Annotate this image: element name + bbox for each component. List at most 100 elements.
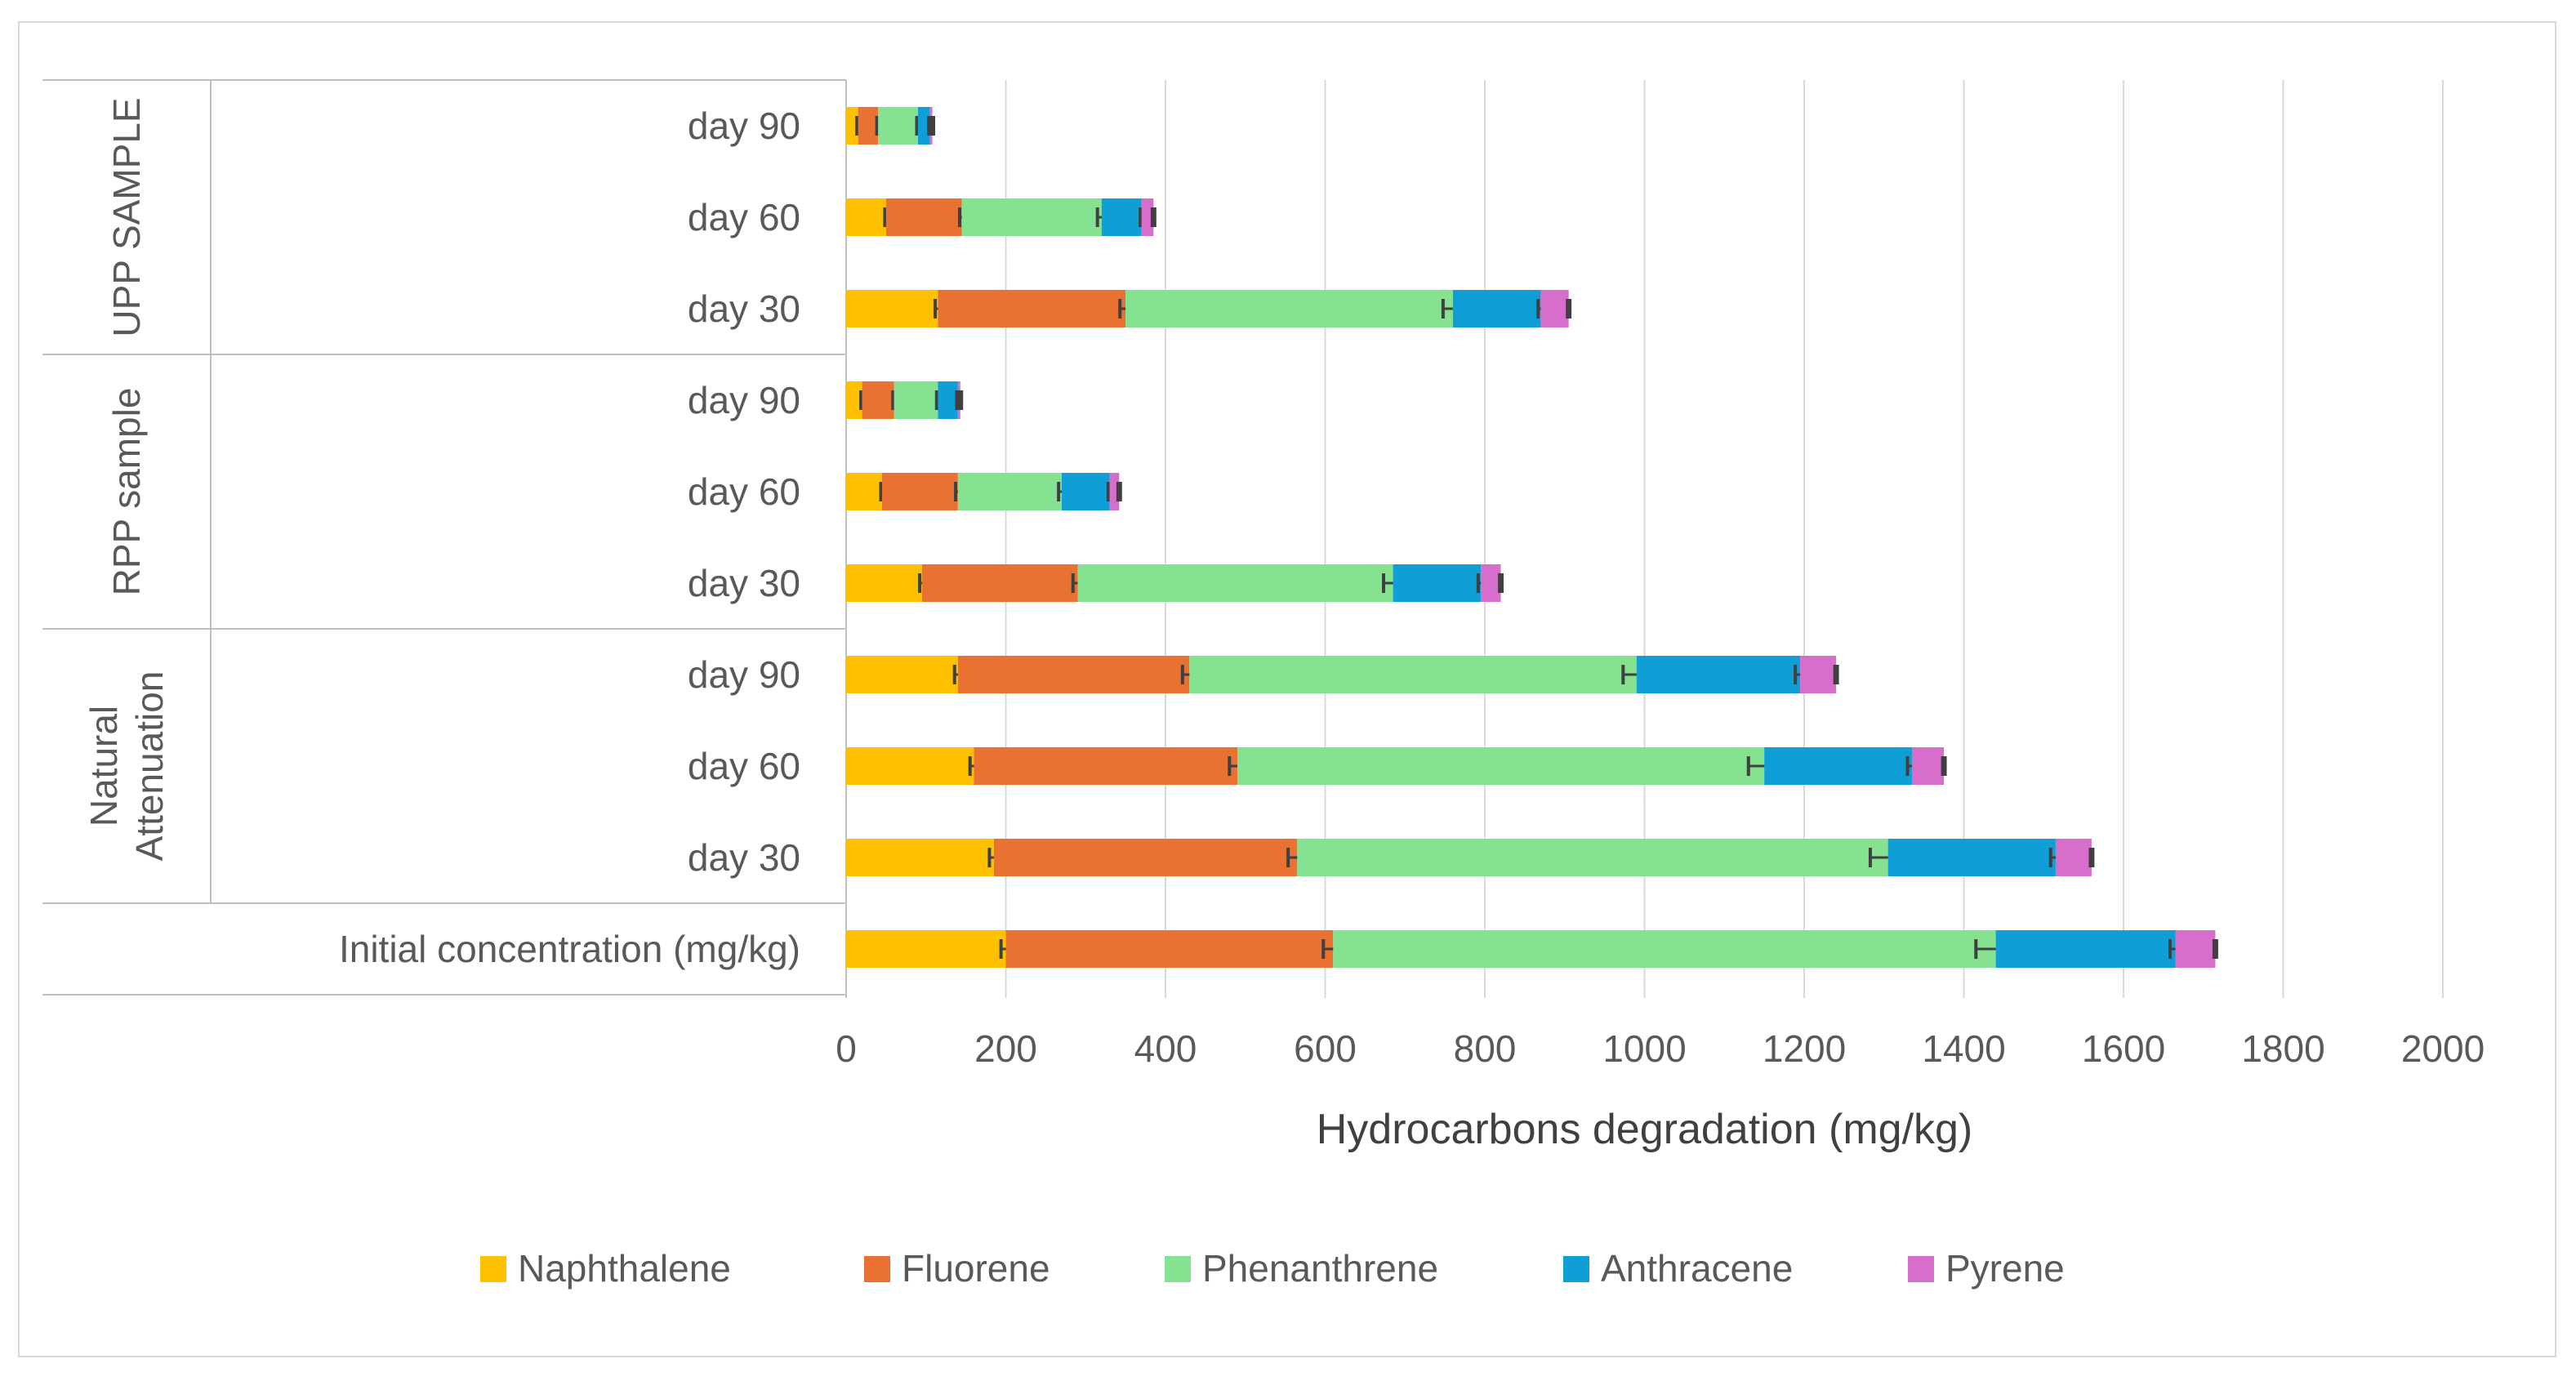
x-tick-label: 1400: [1922, 1027, 2005, 1070]
error-bar: [1833, 665, 1839, 684]
category-labels: day 90 day 60 day 30 day 90 day 60 day 30 day …: [82, 97, 800, 970]
category-label: day 90: [688, 653, 800, 696]
bar-pyrene: [1141, 198, 1154, 236]
x-axis-ticks: 0 200 400 600 800 1000 1200 1400 1600 1800 2000: [836, 1027, 2485, 1070]
error-bar: [1498, 573, 1504, 593]
bar-naphthalene: [846, 198, 886, 236]
bar-fluorene: [858, 107, 879, 145]
bar-fluorene: [921, 564, 1078, 602]
legend-swatch: [480, 1256, 506, 1282]
category-label: day 60: [688, 196, 800, 238]
bar-naphthalene: [846, 381, 862, 419]
bar-phenanthrene: [1237, 747, 1765, 785]
category-label: day 30: [688, 287, 800, 330]
category-label: day 90: [688, 379, 800, 421]
error-bar: [929, 116, 936, 136]
bar-naphthalene: [846, 107, 858, 145]
group-label: Natural: [82, 706, 125, 826]
x-tick-label: 600: [1294, 1027, 1357, 1070]
bar-fluorene: [862, 381, 894, 419]
bar-phenanthrene: [1125, 290, 1453, 327]
bar-pyrene: [1481, 564, 1501, 602]
legend-label: Anthracene: [1601, 1247, 1793, 1290]
bar-pyrene: [2055, 839, 2092, 876]
category-label: day 30: [688, 836, 800, 879]
x-tick-label: 800: [1454, 1027, 1517, 1070]
error-bar: [2212, 939, 2218, 959]
bar-naphthalene: [846, 290, 938, 327]
legend-item-anthracene: Anthracene: [1563, 1247, 1793, 1290]
bar-anthracene: [1887, 839, 2056, 876]
bar-anthracene: [1101, 198, 1142, 236]
bar-fluorene: [993, 839, 1298, 876]
bar-anthracene: [938, 381, 958, 419]
x-tick-label: 0: [836, 1027, 857, 1070]
category-table: [42, 79, 847, 998]
bar-anthracene: [1452, 290, 1541, 327]
bar-fluorene: [938, 290, 1126, 327]
legend-label: Phenanthrene: [1202, 1247, 1438, 1290]
bar-phenanthrene: [1333, 930, 1996, 968]
bar-phenanthrene: [1077, 564, 1393, 602]
bar-naphthalene: [846, 473, 882, 510]
bar-naphthalene: [846, 747, 974, 785]
bar-phenanthrene: [1189, 656, 1637, 693]
legend-item-naphthalene: Naphthalene: [480, 1247, 731, 1290]
group-label: UPP SAMPLE: [105, 97, 148, 336]
error-bar: [1566, 299, 1572, 319]
x-tick-label: 1000: [1602, 1027, 1686, 1070]
bar-anthracene: [1764, 747, 1912, 785]
legend-item-fluorene: Fluorene: [864, 1247, 1050, 1290]
legend-label: Naphthalene: [518, 1247, 731, 1290]
bar-naphthalene: [846, 839, 994, 876]
bar-anthracene: [1995, 930, 2176, 968]
bar-phenanthrene: [878, 107, 918, 145]
legend-swatch: [1563, 1256, 1589, 1282]
bar-naphthalene: [846, 656, 958, 693]
x-tick-label: 2000: [2401, 1027, 2485, 1070]
bars: [846, 107, 2218, 968]
bar-pyrene: [1800, 656, 1837, 693]
bar-naphthalene: [846, 930, 1006, 968]
bar-anthracene: [1061, 473, 1110, 510]
bar-anthracene: [1636, 656, 1801, 693]
bar-fluorene: [1005, 930, 1334, 968]
legend-item-pyrene: Pyrene: [1908, 1247, 2065, 1290]
category-label: day 60: [688, 470, 800, 513]
x-tick-label: 1800: [2241, 1027, 2324, 1070]
category-label: day 30: [688, 562, 800, 604]
bar-naphthalene: [846, 564, 922, 602]
x-axis-title: Hydrocarbons degradation (mg/kg): [1317, 1106, 1973, 1153]
bar-pyrene: [2175, 930, 2216, 968]
category-label: day 90: [688, 105, 800, 147]
x-tick-label: 1200: [1763, 1027, 1846, 1070]
legend-swatch: [1908, 1256, 1934, 1282]
bar-fluorene: [881, 473, 958, 510]
legend-swatch: [1165, 1256, 1191, 1282]
x-tick-label: 400: [1134, 1027, 1197, 1070]
bar-pyrene: [1911, 747, 1945, 785]
legend-label: Fluorene: [902, 1247, 1050, 1290]
bar-anthracene: [917, 107, 930, 145]
bar-fluorene: [974, 747, 1237, 785]
bar-phenanthrene: [961, 198, 1102, 236]
error-bar: [1941, 756, 1947, 776]
group-label: Attenuation: [128, 671, 171, 862]
category-label: Initial concentration (mg/kg): [339, 928, 800, 970]
error-bar: [2088, 848, 2095, 867]
legend-item-phenanthrene: Phenanthrene: [1165, 1247, 1438, 1290]
error-bar: [1116, 482, 1122, 501]
bar-anthracene: [1393, 564, 1482, 602]
bar-phenanthrene: [1297, 839, 1888, 876]
legend: Naphthalene Fluorene Phenanthrene Anthracen…: [480, 1247, 2065, 1290]
bar-phenanthrene: [894, 381, 938, 419]
bar-fluorene: [957, 656, 1190, 693]
bar-phenanthrene: [957, 473, 1062, 510]
error-bar: [1150, 207, 1157, 227]
legend-swatch: [864, 1256, 890, 1282]
bar-pyrene: [1109, 473, 1120, 510]
bar-fluorene: [885, 198, 962, 236]
category-label: day 60: [688, 745, 800, 787]
legend-label: Pyrene: [1945, 1247, 2065, 1290]
